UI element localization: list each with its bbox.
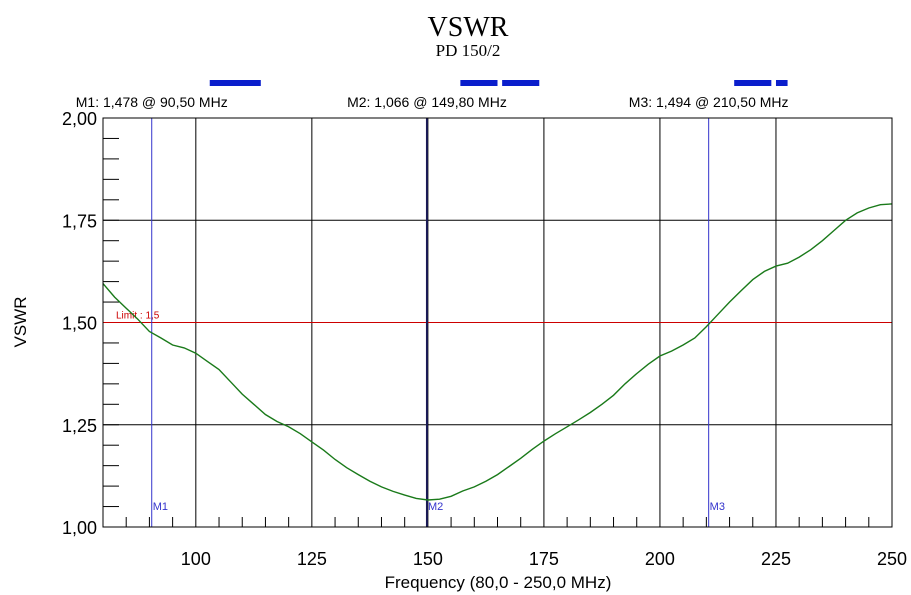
x-tick-label: 150 [413, 549, 443, 569]
marker-readouts: M1: 1,478 @ 90,50 MHz M2: 1,066 @ 149,80 … [76, 94, 789, 110]
band-bar [502, 80, 540, 86]
x-tick-label: 125 [297, 549, 327, 569]
marker-label-m2: M2 [428, 501, 443, 513]
limit-line-group: Limit : 1,5 [103, 311, 892, 323]
y-tick-label: 2,00 [62, 109, 97, 129]
plot-frame [102, 117, 893, 528]
vswr-series-line [102, 203, 893, 501]
band-bar [734, 80, 772, 86]
band-bars [209, 80, 788, 86]
x-tick-label: 175 [529, 549, 559, 569]
y-tick-label: 1,50 [62, 314, 97, 334]
y-tick-labels: 1,00 1,25 1,50 1,75 2,00 [62, 109, 97, 538]
x-tick-label: 250 [877, 549, 907, 569]
marker-readout-m2: M2: 1,066 @ 149,80 MHz [347, 94, 507, 110]
series-layer [102, 203, 893, 501]
marker-label-m1: M1 [153, 501, 168, 513]
x-tick-label: 200 [645, 549, 675, 569]
marker-label-m3: M3 [710, 501, 725, 513]
band-bar [775, 80, 788, 86]
chart-subtitle: PD 150/2 [436, 41, 501, 60]
y-axis-label: VSWR [11, 297, 30, 348]
y-tick-label: 1,00 [62, 518, 97, 538]
y-tick-label: 1,25 [62, 416, 97, 436]
y-tick-label: 1,75 [62, 211, 97, 231]
chart-title: VSWR [428, 12, 509, 43]
limit-label: Limit : 1,5 [116, 311, 160, 322]
marker-readout-m1: M1: 1,478 @ 90,50 MHz [76, 94, 228, 110]
x-tick-label: 100 [181, 549, 211, 569]
band-bar [209, 80, 261, 86]
x-tick-labels: 100 125 150 175 200 225 250 [181, 549, 907, 569]
band-bar [460, 80, 498, 86]
marker-readout-m3: M3: 1,494 @ 210,50 MHz [629, 94, 789, 110]
x-tick-label: 225 [761, 549, 791, 569]
minor-ticks [103, 117, 870, 528]
x-axis-label: Frequency (80,0 - 250,0 MHz) [385, 573, 612, 592]
marker-lines: M1 M2 M3 [151, 118, 725, 527]
